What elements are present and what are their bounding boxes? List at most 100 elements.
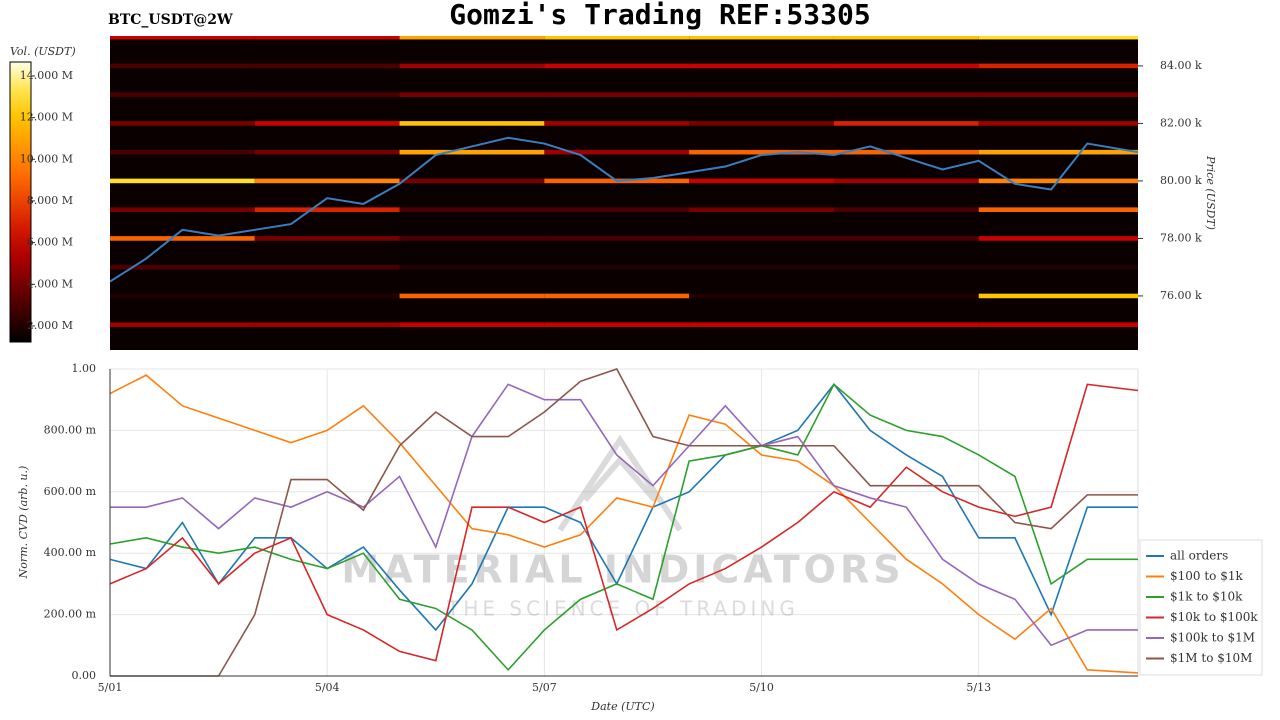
heat-cell (978, 207, 1138, 212)
watermark-text: MATERIAL INDICATORS (341, 548, 904, 592)
heat-cell (110, 207, 255, 212)
heat-cell (399, 207, 545, 212)
heat-cell (110, 293, 255, 299)
legend-box (1139, 539, 1263, 676)
colorbar (9, 61, 32, 343)
heat-cell (399, 36, 545, 40)
heat-cell (110, 63, 255, 69)
heat-cell (544, 92, 690, 97)
heat-cell (833, 36, 979, 40)
heat-cell (544, 121, 690, 126)
x-tick-label: 5/01 (98, 681, 123, 694)
heat-cell (978, 293, 1138, 299)
y-axis-label: Price (USDT) (1204, 155, 1217, 230)
heat-cell (254, 322, 400, 327)
heat-cell (833, 178, 979, 184)
heat-cell (254, 207, 400, 212)
colorbar-tick-label: 14.000 M (20, 69, 73, 82)
y-tick-label: 0.00 (72, 669, 97, 682)
watermark: MATERIAL INDICATORS THE SCIENCE OF TRADIN… (341, 434, 904, 621)
x-tick-label: 5/07 (532, 681, 557, 694)
heat-cell (544, 293, 690, 299)
heat-cell (978, 149, 1138, 155)
heat-cell (110, 121, 255, 126)
heat-cell (544, 207, 690, 212)
y-tick-label: 1.00 (72, 362, 97, 375)
cvd-line (110, 368, 1138, 677)
heat-cell (254, 264, 400, 270)
heat-cell (110, 178, 255, 184)
colorbar-tick-label: 8.000 M (27, 194, 73, 207)
heat-cell (833, 92, 979, 97)
colorbar-tick-label: 12.000 M (20, 111, 73, 124)
heat-cell (978, 63, 1138, 69)
heat-cell (254, 293, 400, 299)
heat-cell (110, 322, 255, 327)
heat-cell (110, 264, 255, 270)
heat-cell (833, 207, 979, 212)
heat-cell (254, 236, 400, 241)
plot-background (109, 368, 1139, 677)
heat-cell (399, 293, 545, 299)
watermark-text: THE SCIENCE OF TRADING (446, 597, 799, 621)
heat-cell (689, 36, 834, 40)
heat-cell (399, 178, 545, 184)
colorbar-tick-label: 4.000 M (27, 277, 73, 290)
heat-cell (978, 236, 1138, 241)
cvd-line (109, 383, 1138, 672)
heat-cell (254, 121, 400, 126)
y-tick-label: 76.00 k (1160, 289, 1202, 302)
heat-cell (110, 149, 255, 155)
heat-cell (833, 236, 979, 241)
subtitle: BTC_USDT@2W (108, 12, 233, 28)
legend-label: all orders (1170, 549, 1228, 563)
heat-cell (689, 207, 834, 212)
heat-cell (544, 36, 690, 40)
heat-cell (689, 322, 834, 327)
legend-label: $1M to $10M (1170, 651, 1252, 665)
heat-cell (689, 149, 834, 155)
heat-cell (544, 322, 690, 327)
heat-cell (254, 63, 400, 69)
heat-cell (689, 264, 834, 270)
y-tick-label: 800.00 m (44, 423, 97, 436)
legend-label: $10k to $100k (1170, 610, 1258, 624)
colorbar-tick-label: 6.000 M (27, 236, 73, 249)
colorbar-tick-label: 10.000 M (20, 152, 73, 165)
y-tick-label: 400.00 m (44, 546, 97, 559)
colorbar-tick-label: 2.000 M (27, 319, 73, 332)
heat-cell (689, 92, 834, 97)
heat-cell (689, 236, 834, 241)
plot-background (110, 36, 1138, 350)
heat-cell (399, 149, 545, 155)
legend-label: $100 to $1k (1170, 569, 1243, 583)
heat-cell (833, 264, 979, 270)
heat-cell (689, 178, 834, 184)
heat-cell (689, 293, 834, 299)
y-tick-label: 80.00 k (1160, 174, 1202, 187)
watermark-logo (557, 434, 683, 532)
heatmap (110, 36, 1138, 327)
y-axis-label: Norm. CVD (arb. u.) (17, 466, 30, 580)
cvd-line (110, 383, 1138, 647)
heat-cell (833, 322, 979, 327)
cvd-line (109, 383, 1139, 662)
heat-cell (110, 236, 255, 241)
heat-cell (833, 149, 979, 155)
heat-cell (978, 92, 1138, 97)
heat-cell (399, 63, 545, 69)
heat-cell (978, 264, 1138, 270)
heat-cell (689, 63, 834, 69)
cvd-line (109, 374, 1139, 674)
heat-cell (254, 178, 400, 184)
heat-cell (254, 92, 400, 97)
colorbar-label: Vol. (USDT) (10, 45, 76, 58)
heat-cell (978, 36, 1138, 40)
heat-cell (110, 36, 255, 40)
heat-cell (833, 293, 979, 299)
x-tick-label: 5/13 (966, 681, 991, 694)
heat-cell (544, 264, 690, 270)
y-tick-label: 600.00 m (44, 485, 97, 498)
heat-cell (544, 63, 690, 69)
